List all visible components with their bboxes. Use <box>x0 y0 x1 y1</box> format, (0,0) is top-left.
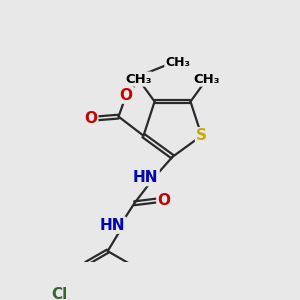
Text: CH₃: CH₃ <box>165 56 190 69</box>
Text: CH₃: CH₃ <box>125 73 152 85</box>
Text: CH₃: CH₃ <box>194 73 220 85</box>
Text: O: O <box>158 193 170 208</box>
Text: Cl: Cl <box>51 287 67 300</box>
Text: O: O <box>84 111 97 126</box>
Text: HN: HN <box>99 218 125 232</box>
Text: HN: HN <box>133 170 159 185</box>
Text: S: S <box>196 128 207 143</box>
Text: O: O <box>120 88 133 103</box>
